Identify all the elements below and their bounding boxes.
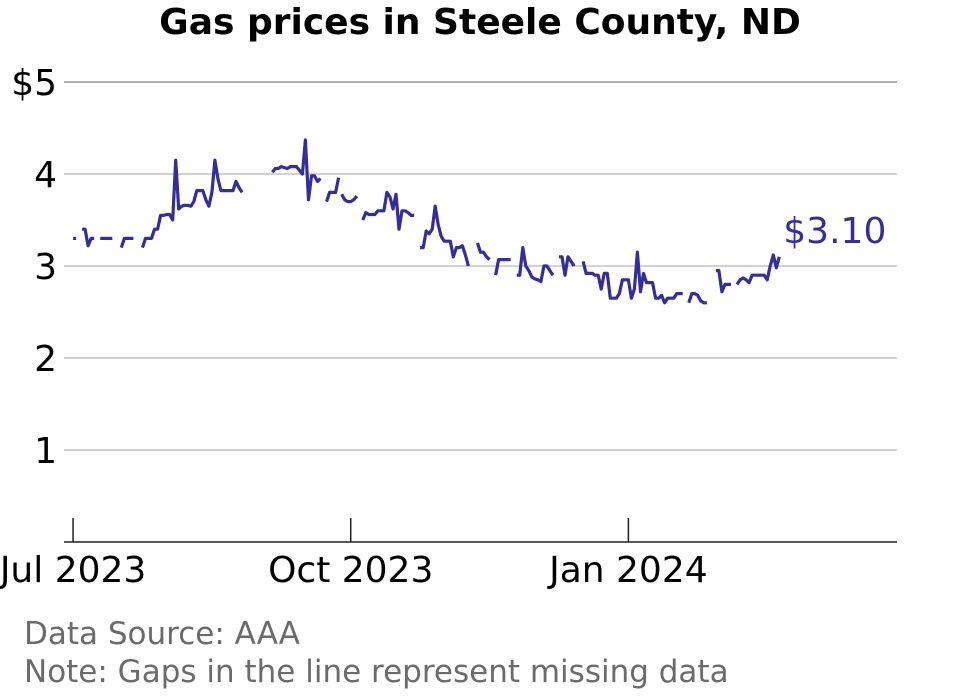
missing-data-note: Note: Gaps in the line represent missing… xyxy=(24,654,729,690)
y-tick-label-5: $5 xyxy=(11,63,57,104)
gridlines xyxy=(64,81,897,451)
data-source-note: Data Source: AAA xyxy=(24,616,300,652)
tick-labels: 1 2 3 4 $5 Jul 2023 Oct 2023 Jan 2024 $3.10 xyxy=(0,63,886,591)
x-axis xyxy=(64,518,897,543)
price-line-segment-8 xyxy=(361,190,415,231)
y-tick-label-4: 4 xyxy=(34,155,57,196)
price-line-segment-10 xyxy=(475,242,491,261)
price-line-segment-7 xyxy=(340,193,359,204)
price-line-segment-11 xyxy=(494,258,511,276)
chart-title: Gas prices in Steele County, ND xyxy=(159,2,801,43)
price-line-segment-16 xyxy=(715,269,731,294)
price-line-segment-12 xyxy=(516,246,555,284)
end-value-label: $3.10 xyxy=(783,211,886,252)
price-line xyxy=(73,138,781,305)
x-tick-label-0: Jul 2023 xyxy=(0,550,146,591)
price-line-segment-3 xyxy=(119,236,134,249)
x-tick-label-1: Oct 2023 xyxy=(268,550,433,591)
price-line-segment-1 xyxy=(82,227,95,248)
price-line-segment-6 xyxy=(325,177,341,203)
y-tick-label-1: 1 xyxy=(34,431,57,472)
price-line-segment-15 xyxy=(687,292,707,305)
y-tick-label-3: 3 xyxy=(34,247,57,288)
price-line-segment-14 xyxy=(581,250,683,305)
price-line-segment-13 xyxy=(559,255,576,277)
price-line-segment-17 xyxy=(735,253,781,286)
x-tick-label-2: Jan 2024 xyxy=(547,550,708,591)
price-line-segment-9 xyxy=(420,204,470,267)
price-line-segment-5 xyxy=(271,138,322,202)
y-tick-label-2: 2 xyxy=(34,339,57,380)
price-line-segment-4 xyxy=(140,158,244,249)
